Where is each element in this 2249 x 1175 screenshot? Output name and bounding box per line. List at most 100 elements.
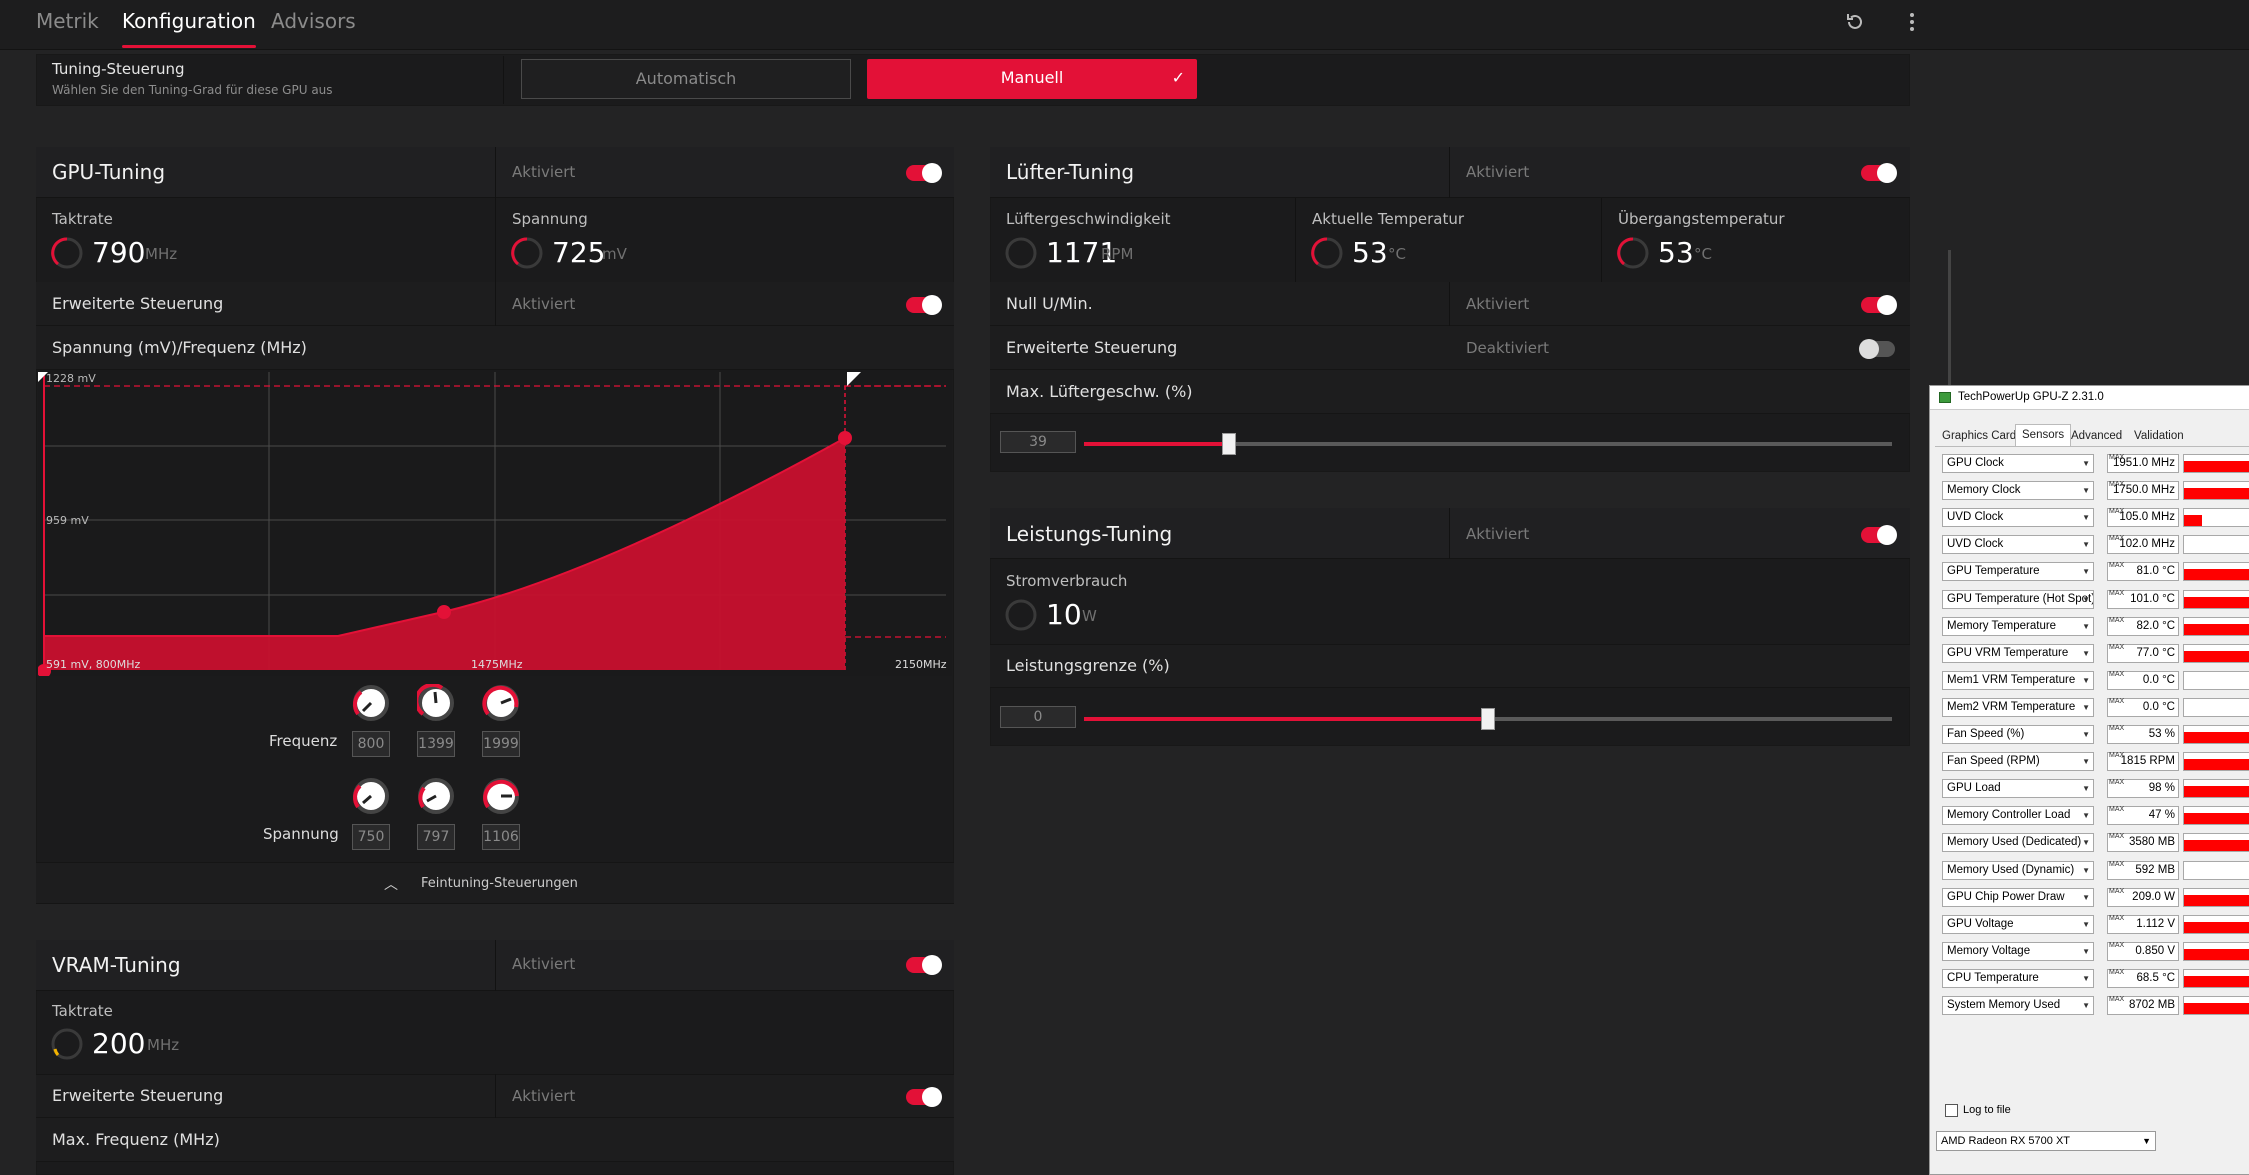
gpuz-sensor-name[interactable]: Mem2 VRM Temperature ▼ xyxy=(1942,697,2094,717)
frequency-value-1[interactable]: 800 xyxy=(352,731,390,757)
gpu-tuning-status: Aktiviert xyxy=(512,163,576,181)
gpuz-sensor-value: 592 MB xyxy=(2107,860,2179,880)
reset-icon[interactable] xyxy=(1843,10,1867,34)
gpuz-sensor-row: GPU Temperature ▼ 81.0 °C MAX xyxy=(1942,562,2249,582)
voltage-value-3[interactable]: 1106 xyxy=(482,824,520,850)
gpuz-sensor-name[interactable]: Memory Used (Dedicated) ▼ xyxy=(1942,833,2094,853)
fan-tuning-toggle[interactable] xyxy=(1861,163,1897,183)
gpuz-sensor-value: 101.0 °C xyxy=(2107,589,2179,609)
power-limit-value[interactable]: 0 xyxy=(1000,706,1076,728)
gpuz-sensor-name-text: Memory Used (Dynamic) xyxy=(1947,863,2075,876)
frequency-value-2[interactable]: 1399 xyxy=(417,731,455,757)
automatic-button[interactable]: Automatisch xyxy=(521,59,851,99)
divider xyxy=(1449,508,1450,559)
zero-rpm-toggle[interactable] xyxy=(1861,295,1897,315)
manual-button[interactable]: Manuell ✓ xyxy=(867,59,1197,99)
gpu-tuning-toggle[interactable] xyxy=(906,163,942,183)
fan-advanced-toggle[interactable] xyxy=(1859,339,1895,359)
gpuz-max-label: MAX xyxy=(2109,752,2125,760)
gpuz-tab-validation[interactable]: Validation xyxy=(2134,430,2184,442)
gpuz-sensor-name-text: GPU Load xyxy=(1947,782,2001,795)
gpuz-sensor-name[interactable]: Memory Controller Load ▼ xyxy=(1942,806,2094,826)
chevron-down-icon: ▼ xyxy=(2082,919,2090,929)
gpuz-sensor-name[interactable]: GPU VRM Temperature ▼ xyxy=(1942,643,2094,663)
gpuz-sensor-row: Memory Used (Dynamic) ▼ 592 MB MAX xyxy=(1942,860,2249,881)
gpuz-sensor-name[interactable]: Fan Speed (%) ▼ xyxy=(1942,725,2094,744)
gpuz-sensor-graph-bar xyxy=(2184,948,2249,960)
gpuz-sensor-row: Memory Used (Dedicated) ▼ 3580 MB MAX xyxy=(1942,833,2249,853)
max-fan-speed-slider-thumb[interactable] xyxy=(1222,433,1237,455)
gpuz-sensor-name[interactable]: Memory Voltage ▼ xyxy=(1942,941,2094,961)
gpuz-sensor-name[interactable]: Memory Clock ▼ xyxy=(1942,481,2094,501)
divider xyxy=(1449,147,1450,198)
scrollbar[interactable] xyxy=(1948,250,1951,390)
gpuz-sensor-name[interactable]: GPU Load ▼ xyxy=(1942,779,2094,799)
voltage-value-1[interactable]: 750 xyxy=(352,824,390,850)
gpuz-sensor-graph xyxy=(2183,508,2249,528)
power-tuning-toggle[interactable] xyxy=(1861,525,1897,545)
gpuz-sensor-name[interactable]: System Memory Used ▼ xyxy=(1942,996,2094,1015)
chevron-down-icon: ▼ xyxy=(2082,459,2090,468)
tab-metrik[interactable]: Metrik xyxy=(36,9,99,33)
gpuz-max-label: MAX xyxy=(2109,887,2125,895)
divider xyxy=(503,56,504,104)
gpuz-sensor-name[interactable]: GPU Chip Power Draw ▼ xyxy=(1942,887,2094,907)
power-limit-slider[interactable] xyxy=(1084,708,1892,730)
chart-origin-label: 591 mV, 800MHz xyxy=(46,658,141,671)
gpuz-sensor-name[interactable]: GPU Temperature ▼ xyxy=(1942,562,2094,582)
voltage-knob-3[interactable] xyxy=(482,777,520,815)
gpuz-tab-advanced[interactable]: Advanced xyxy=(2071,430,2123,442)
vram-tuning-toggle[interactable] xyxy=(906,955,942,975)
gpuz-sensor-name[interactable]: GPU Temperature (Hot Spot) ▼ xyxy=(1942,589,2094,609)
gpuz-sensor-name-text: GPU Temperature (Hot Spot) xyxy=(1947,592,2094,605)
voltage-value-2[interactable]: 797 xyxy=(417,824,455,850)
finetune-label[interactable]: Feintuning-Steuerungen xyxy=(421,876,578,891)
gpuz-max-label: MAX xyxy=(2109,968,2125,976)
gpuz-sensor-row: Memory Voltage ▼ 0.850 V MAX xyxy=(1942,941,2249,962)
gpuz-tab-sensors[interactable]: Sensors xyxy=(2015,424,2072,446)
gpuz-sensor-row: UVD Clock ▼ 105.0 MHz MAX xyxy=(1942,508,2249,528)
gpuz-sensor-graph-bar xyxy=(2184,921,2249,933)
frequency-knob-3[interactable] xyxy=(482,684,520,722)
frequency-knob-2[interactable] xyxy=(417,684,455,722)
gpuz-sensor-name[interactable]: GPU Voltage ▼ xyxy=(1942,914,2094,934)
gpuz-max-label: MAX xyxy=(2109,454,2125,461)
gpuz-sensor-row: GPU Voltage ▼ 1.112 V MAX xyxy=(1942,914,2249,935)
fan-tuning-header xyxy=(990,147,1910,198)
gpuz-sensor-name-text: GPU Voltage xyxy=(1947,917,2014,930)
voltage-knob-1[interactable] xyxy=(352,777,390,815)
gpuz-sensor-name[interactable]: UVD Clock ▼ xyxy=(1942,535,2094,555)
gpu-advanced-toggle[interactable] xyxy=(906,295,942,315)
gpuz-sensor-name[interactable]: Memory Used (Dynamic) ▼ xyxy=(1942,860,2094,880)
voltage-frequency-curve[interactable] xyxy=(38,370,952,676)
gpuz-log-checkbox[interactable] xyxy=(1945,1104,1958,1117)
gpuz-sensor-name-text: Mem2 VRM Temperature xyxy=(1947,700,2076,713)
gpuz-sensor-name[interactable]: UVD Clock ▼ xyxy=(1942,508,2094,528)
power-limit-slider-thumb[interactable] xyxy=(1481,708,1495,730)
gpuz-sensor-name[interactable]: GPU Clock ▼ xyxy=(1942,454,2094,473)
gpuz-tab-graphics-card[interactable]: Graphics Card xyxy=(1942,430,2017,442)
gpuz-max-label: MAX xyxy=(2109,643,2125,651)
frequency-knob-1[interactable] xyxy=(352,684,390,722)
gpuz-sensor-graph xyxy=(2183,887,2249,907)
max-fan-speed-slider[interactable] xyxy=(1084,433,1892,455)
vram-advanced-toggle[interactable] xyxy=(906,1087,942,1107)
max-fan-speed-value[interactable]: 39 xyxy=(1000,431,1076,453)
gpuz-sensor-name-text: Memory Voltage xyxy=(1947,944,2031,957)
voltage-knob-2[interactable] xyxy=(417,777,455,815)
gpuz-max-label: MAX xyxy=(2109,996,2125,1003)
gpuz-max-label: MAX xyxy=(2109,589,2125,597)
more-vertical-icon[interactable] xyxy=(1900,10,1924,34)
frequency-value-3[interactable]: 1999 xyxy=(482,731,520,757)
finetune-row[interactable] xyxy=(36,862,954,904)
tab-konfiguration[interactable]: Konfiguration xyxy=(122,0,256,50)
gpuz-sensor-name[interactable]: Fan Speed (RPM) ▼ xyxy=(1942,752,2094,772)
gpuz-sensor-name[interactable]: CPU Temperature ▼ xyxy=(1942,968,2094,988)
gpuz-device-select[interactable]: AMD Radeon RX 5700 XT ▼ xyxy=(1936,1131,2156,1151)
tab-advisors[interactable]: Advisors xyxy=(271,9,356,33)
vram-tuning-status: Aktiviert xyxy=(512,955,576,973)
gpuz-sensor-name[interactable]: Mem1 VRM Temperature ▼ xyxy=(1942,670,2094,690)
vram-advanced-status: Aktiviert xyxy=(512,1087,576,1105)
gpuz-sensor-name-text: GPU VRM Temperature xyxy=(1947,646,2069,659)
gpuz-sensor-name[interactable]: Memory Temperature ▼ xyxy=(1942,616,2094,636)
